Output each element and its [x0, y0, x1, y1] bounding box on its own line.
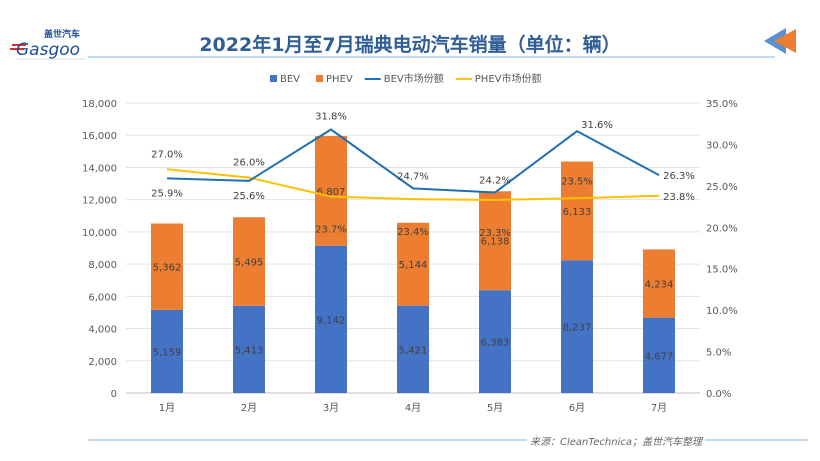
- phev-share-label: 26.0%: [233, 158, 265, 169]
- bev-data-label: 5,413: [235, 345, 264, 356]
- bev-share-label: 26.3%: [663, 171, 695, 182]
- chart: 0 2,000 4,000 6,000 8,000 10,000 12,000 14,000 1…: [82, 72, 738, 414]
- phev-data-label: 6,807: [317, 187, 346, 198]
- phev-data-label: 5,495: [235, 258, 264, 269]
- phev-share-label: 23.3%: [479, 228, 511, 239]
- y-left-tick-label: 6,000: [88, 292, 117, 303]
- y-right-tick-label: 25.0%: [706, 182, 738, 193]
- svg-text:Gasgoo: Gasgoo: [16, 40, 80, 60]
- bev-data-label: 9,142: [317, 315, 346, 326]
- phev-share-label: 23.7%: [315, 225, 347, 236]
- svg-text:盖世汽车: 盖世汽车: [44, 28, 80, 40]
- bar-bev: [151, 309, 183, 393]
- y-right-tick-label: 15.0%: [706, 265, 738, 276]
- bev-share-label: 31.8%: [315, 112, 347, 123]
- y-left-tick-label: 18,000: [82, 99, 117, 110]
- bev-share-label: 24.7%: [397, 171, 429, 182]
- bar-bev: [561, 260, 593, 393]
- bev-share-line: [166, 128, 660, 194]
- source-note: 来源：CleanTechnica；盖世汽车整理: [527, 433, 705, 448]
- legend-label: PHEV: [326, 74, 353, 85]
- bar-phev: [233, 217, 265, 306]
- bar-phev: [151, 223, 183, 310]
- arrow-icon: [774, 29, 796, 53]
- y-left-tick-label: 10,000: [82, 228, 117, 239]
- legend-label: BEV市场份额: [384, 72, 444, 85]
- x-tick-label: 5月: [487, 402, 503, 414]
- y-right-tick-label: 0.0%: [706, 389, 731, 400]
- y-right-tick-label: 10.0%: [706, 306, 738, 317]
- legend-swatch: [316, 75, 324, 82]
- x-tick-label: 3月: [323, 402, 339, 414]
- y-left-tick-label: 16,000: [82, 131, 117, 142]
- bar-phev: [397, 222, 429, 306]
- y-right-tick-label: 20.0%: [706, 223, 738, 234]
- bar-phev: [561, 161, 593, 261]
- bev-data-label: 6,383: [481, 338, 510, 349]
- x-tick-label: 7月: [651, 402, 667, 414]
- page-title: 2022年1月至7月瑞典电动汽车销量（单位：辆）: [199, 34, 621, 56]
- legend-swatch: [270, 75, 277, 82]
- phev-share-label: 23.5%: [561, 176, 593, 187]
- bev-data-label: 5,421: [399, 345, 428, 356]
- bar-phev: [479, 191, 511, 291]
- y-left-tick-label: 4,000: [88, 325, 117, 336]
- bar-bev: [233, 305, 265, 393]
- y-right-tick-label: 30.0%: [706, 140, 738, 151]
- bar-phev: [315, 136, 347, 246]
- y-left-tick-label: 14,000: [82, 163, 117, 174]
- phev-data-label: 4,234: [645, 280, 674, 291]
- bar-bev: [315, 245, 347, 393]
- y-left-tick-label: 12,000: [82, 196, 117, 207]
- phev-data-label: 5,362: [153, 263, 182, 274]
- x-tick-label: 4月: [405, 402, 421, 414]
- legend-label: BEV: [280, 74, 300, 85]
- y-left-tick-label: 0: [111, 389, 117, 400]
- legend-label: PHEV市场份额: [475, 72, 542, 85]
- bar-bev: [479, 290, 511, 393]
- bar-bev: [397, 305, 429, 393]
- phev-share-line: [166, 168, 660, 201]
- x-tick-label: 6月: [569, 402, 585, 414]
- gasgoo-logo: 盖世汽车 Gasgoo: [10, 28, 86, 60]
- bev-data-label: 4,677: [645, 351, 674, 362]
- phev-share-label: 27.0%: [151, 149, 183, 160]
- y-left-tick-label: 8,000: [88, 260, 117, 271]
- bev-share-label: 24.2%: [479, 175, 511, 186]
- phev-data-label: 6,133: [563, 207, 592, 218]
- x-tick-label: 2月: [241, 402, 257, 414]
- phev-data-label: 5,144: [399, 260, 428, 271]
- y-right-tick-label: 5.0%: [706, 348, 731, 359]
- bev-share-label: 25.6%: [233, 191, 265, 202]
- y-left-tick-label: 2,000: [88, 357, 117, 368]
- phev-data-label: 6,138: [481, 237, 510, 248]
- bev-share-label: 25.9%: [151, 188, 183, 199]
- bev-share-label: 31.6%: [581, 120, 613, 131]
- x-tick-label: 1月: [159, 402, 175, 414]
- phev-share-label: 23.4%: [397, 227, 429, 238]
- bar-bev: [643, 317, 675, 393]
- bev-data-label: 8,237: [563, 323, 592, 334]
- header-rule: [88, 28, 796, 58]
- y-right-tick-label: 35.0%: [706, 99, 738, 110]
- bev-data-label: 5,159: [153, 347, 182, 358]
- bar-phev: [643, 249, 675, 318]
- phev-share-label: 23.8%: [663, 192, 695, 203]
